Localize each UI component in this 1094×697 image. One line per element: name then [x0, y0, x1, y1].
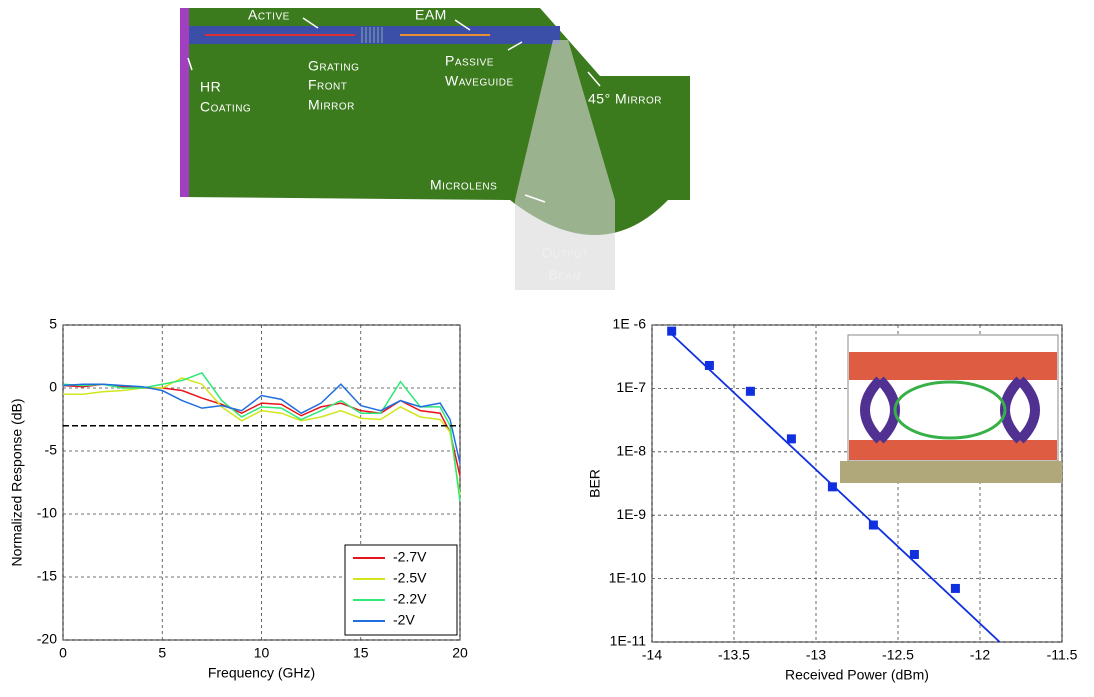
label-eam: EAM — [415, 7, 447, 23]
y-tick-label: -5 — [45, 442, 58, 458]
label-arrows — [187, 17, 601, 203]
series-line — [62, 371, 461, 502]
x-axis-label: Frequency (GHz) — [208, 665, 315, 681]
hr-coating-strip — [180, 8, 189, 197]
data-point — [909, 549, 919, 559]
label-hr: Coating — [200, 99, 251, 115]
data-point — [868, 520, 878, 530]
x-tick-label: -12 — [970, 647, 990, 663]
y-tick-label: -15 — [37, 568, 57, 584]
x-tick-label: -12.5 — [882, 647, 914, 663]
series-line — [62, 383, 461, 464]
series-line — [63, 377, 461, 496]
inset-panel — [840, 461, 1062, 483]
legend-label: -2V — [393, 612, 415, 628]
y-tick-label: 5 — [49, 316, 57, 332]
y-tick-label: 1E -6 — [613, 316, 647, 332]
x-tick-label: 0 — [59, 645, 67, 661]
x-tick-label: 15 — [353, 645, 369, 661]
x-tick-label: -13.5 — [718, 647, 750, 663]
y-tick-label: 1E-11 — [610, 633, 647, 649]
label-microlens: Microlens — [430, 177, 497, 193]
label-output: Output — [541, 245, 588, 261]
data-point — [827, 482, 837, 492]
x-tick-label: 5 — [158, 645, 166, 661]
data-point — [745, 386, 755, 396]
x-tick-label: -11.5 — [1047, 647, 1078, 663]
x-tick-label: 10 — [254, 645, 270, 661]
label-grating: Mirror — [308, 97, 355, 113]
y-tick-label: 1E-8 — [616, 443, 646, 459]
x-tick-label: -13 — [806, 647, 826, 663]
x-tick-label: 20 — [452, 645, 468, 661]
y-tick-label: 1E-10 — [609, 569, 647, 585]
data-point — [667, 326, 677, 336]
y-tick-label: 0 — [49, 379, 57, 395]
label-output: Beam — [548, 267, 581, 283]
y-axis-label: BER — [587, 469, 603, 498]
legend-label: -2.7V — [393, 549, 427, 565]
label-hr: HR — [200, 79, 221, 95]
eye-opening — [893, 380, 1007, 440]
fit-line — [667, 330, 1001, 643]
label-active: Active — [248, 7, 290, 23]
data-point — [704, 360, 714, 370]
legend-label: -2.2V — [393, 591, 427, 607]
y-tick-label: 1E-7 — [616, 379, 646, 395]
label-mirror: 45° Mirror — [588, 91, 662, 107]
label-grating: Grating — [308, 58, 359, 74]
y-tick-label: 1E-9 — [616, 506, 646, 522]
label-passive: Waveguide — [445, 73, 514, 89]
eye-bottom — [849, 440, 1057, 460]
y-tick-label: -20 — [37, 631, 57, 647]
y-axis-label: Normalized Response (dB) — [9, 398, 25, 566]
grating — [361, 27, 383, 43]
label-passive: Passive — [445, 53, 494, 69]
output-beam — [515, 40, 615, 290]
eye-top — [849, 352, 1057, 380]
eye-diagram-inset — [840, 334, 1062, 483]
label-grating: Front — [308, 77, 347, 93]
laser-diagram: Active EAM Grating Front Mirror Passive … — [180, 7, 690, 290]
data-point — [950, 583, 960, 593]
x-tick-label: -14 — [642, 647, 662, 663]
y-tick-label: -10 — [37, 505, 57, 521]
x-axis-label: Received Power (dBm) — [785, 667, 929, 683]
data-point — [786, 434, 796, 444]
legend-label: -2.5V — [393, 570, 427, 586]
